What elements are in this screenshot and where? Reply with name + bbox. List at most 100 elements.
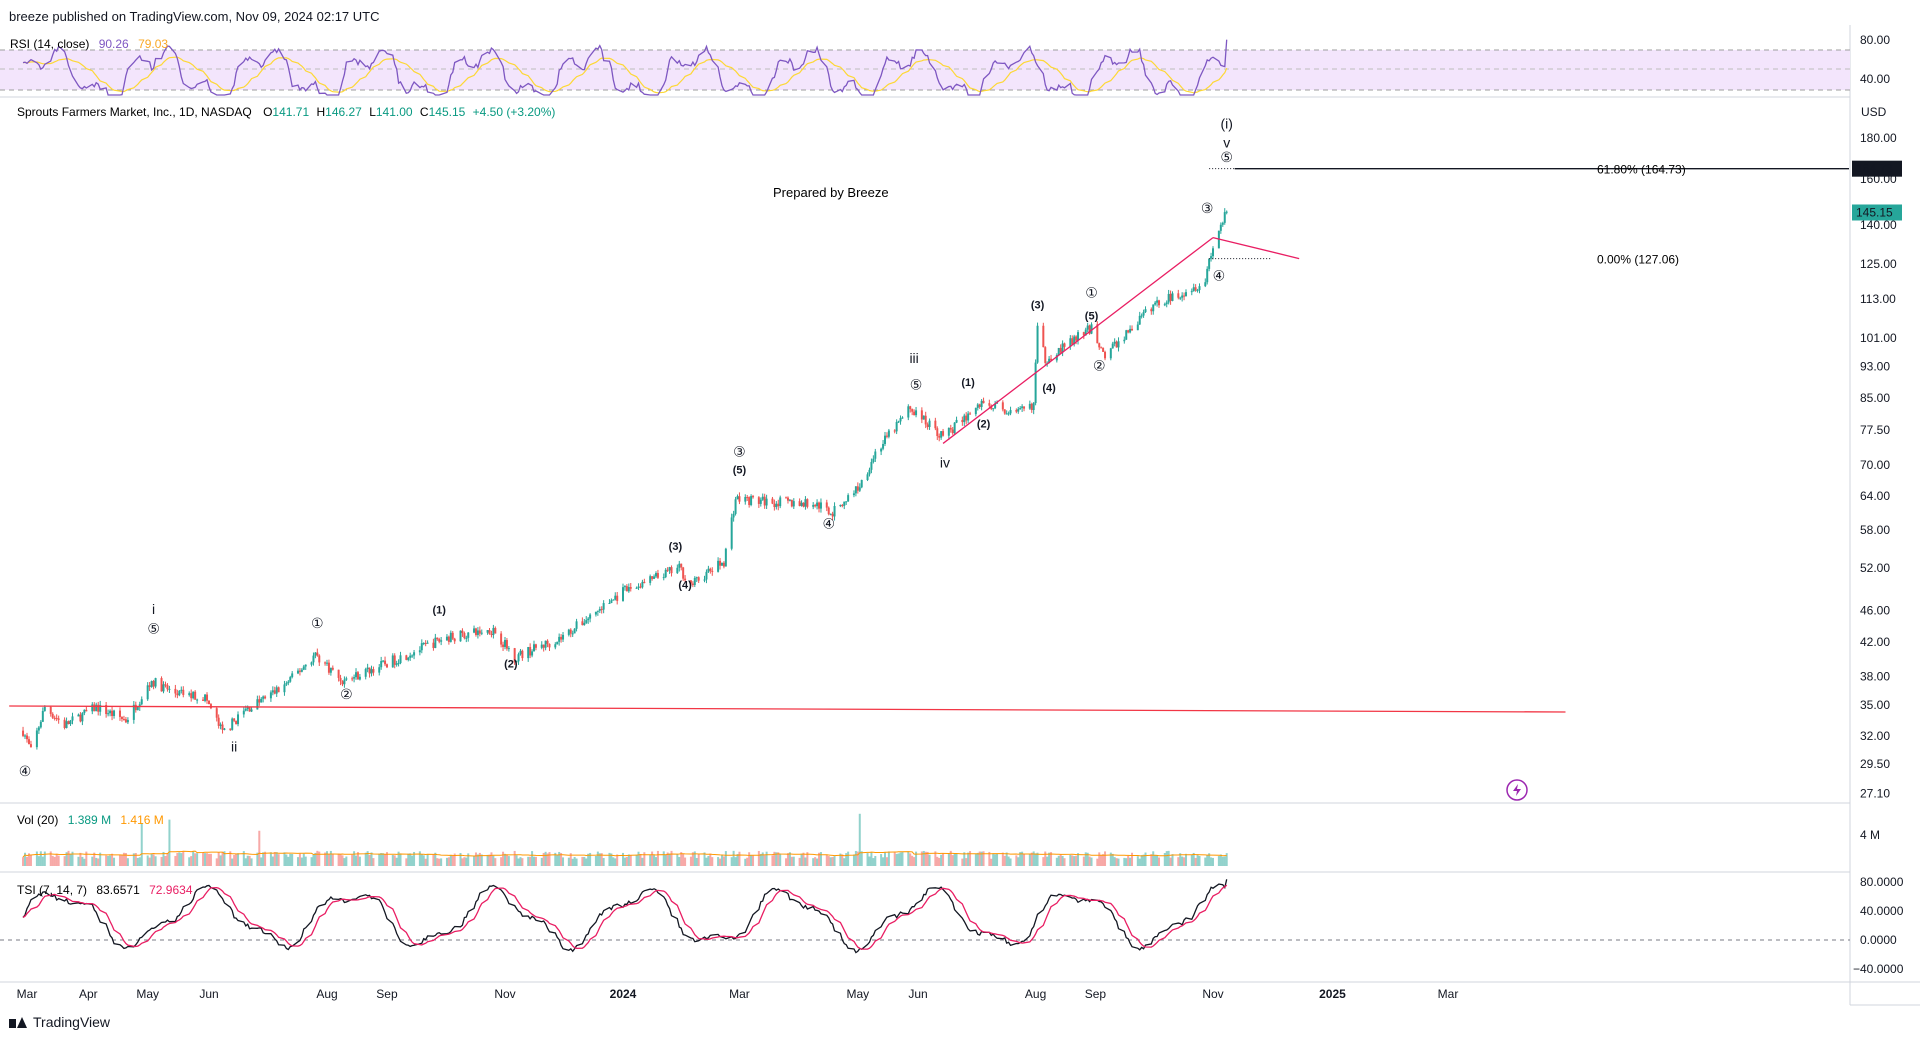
volume-bar bbox=[353, 851, 356, 866]
candle-body bbox=[689, 580, 692, 584]
time-tick: Apr bbox=[79, 987, 98, 1001]
volume-bar bbox=[719, 858, 722, 866]
volume-bar bbox=[722, 856, 725, 866]
volume-bar bbox=[384, 854, 387, 866]
volume-bar bbox=[899, 852, 902, 866]
volume-bar bbox=[901, 852, 904, 866]
candle-body bbox=[411, 655, 414, 657]
price-axis[interactable]: 180.00160.00140.00125.00113.00101.0093.0… bbox=[1860, 131, 1897, 801]
candle-body bbox=[107, 713, 110, 715]
volume-bar bbox=[140, 823, 143, 866]
currency-label[interactable]: USD bbox=[1861, 105, 1887, 119]
candle-body bbox=[627, 587, 630, 592]
candle-body bbox=[608, 603, 611, 605]
volume-bar bbox=[1131, 852, 1134, 866]
candle-body bbox=[540, 644, 543, 648]
volume-bar bbox=[513, 850, 516, 866]
candle-body bbox=[732, 513, 735, 518]
volume-bar bbox=[573, 856, 576, 866]
volume-bar bbox=[298, 853, 301, 866]
tradingview-watermark[interactable]: TradingView bbox=[9, 1014, 110, 1030]
candle-body bbox=[625, 586, 628, 592]
volume-bar bbox=[831, 857, 834, 866]
candle-body bbox=[71, 716, 74, 721]
time-axis[interactable]: Mar Apr May Jun Aug Sep Nov 2024 Mar May Jun Aug Sep… bbox=[17, 987, 1459, 1001]
volume-bar bbox=[806, 852, 809, 866]
candle-body bbox=[922, 415, 925, 420]
volume-bar bbox=[378, 853, 381, 866]
volume-bar bbox=[936, 856, 939, 866]
candle-body bbox=[913, 411, 916, 416]
volume-bar bbox=[1034, 853, 1037, 866]
pane-borders bbox=[0, 25, 1920, 1006]
volume-bar bbox=[872, 858, 875, 866]
tsi-line bbox=[22, 879, 1228, 954]
volume-bar bbox=[1077, 853, 1080, 866]
price-tick: 32.00 bbox=[1860, 729, 1890, 743]
candle-body bbox=[1219, 224, 1222, 231]
candle-body bbox=[53, 717, 56, 719]
channel-lines[interactable] bbox=[942, 236, 1300, 444]
volume-bar bbox=[1115, 858, 1118, 866]
horizontal-trendline[interactable] bbox=[9, 705, 1566, 713]
volume-bar bbox=[792, 856, 795, 866]
channel-line[interactable] bbox=[942, 237, 1214, 444]
volume-bar bbox=[382, 853, 385, 866]
lightning-icon[interactable] bbox=[1506, 779, 1528, 801]
candle-body bbox=[1069, 338, 1072, 347]
candle-body bbox=[534, 644, 537, 648]
volume-bar bbox=[623, 857, 626, 866]
candle-body bbox=[920, 410, 923, 420]
publisher-header: breeze published on TradingView.com, Nov… bbox=[9, 9, 380, 24]
candle-body bbox=[380, 661, 383, 668]
volume-bar bbox=[610, 853, 613, 866]
wave-label: (3) bbox=[669, 541, 683, 553]
candle-body bbox=[1165, 302, 1168, 305]
volume-bar bbox=[331, 853, 334, 866]
candle-body bbox=[1109, 348, 1112, 359]
candle-body bbox=[790, 499, 793, 507]
volume-bar bbox=[440, 858, 443, 866]
volume-bar bbox=[208, 853, 210, 866]
candle-body bbox=[447, 636, 450, 642]
volume-bar bbox=[237, 853, 240, 866]
volume-bar bbox=[93, 852, 96, 866]
volume-bar bbox=[924, 851, 927, 866]
volume-bar bbox=[283, 852, 286, 866]
tsi-pane: TSI (7, 14, 7) 83.6571 72.9634 80.0000 4… bbox=[0, 875, 1904, 976]
volume-bar bbox=[146, 855, 149, 866]
volume-bar bbox=[358, 856, 361, 866]
candle-body bbox=[154, 678, 157, 687]
wave-label: (1) bbox=[432, 604, 446, 616]
candle-body bbox=[440, 640, 443, 642]
volume-bar bbox=[1167, 850, 1170, 866]
volume-bar bbox=[231, 858, 234, 866]
volume-bar bbox=[874, 855, 877, 866]
volume-bar bbox=[1206, 854, 1209, 866]
candle-body bbox=[1030, 403, 1033, 411]
fib-drawing[interactable]: 61.80% (164.73) 0.00% (127.06) bbox=[1209, 163, 1849, 267]
volume-bar bbox=[287, 856, 290, 866]
volume-bar bbox=[164, 856, 167, 866]
candle-body bbox=[122, 718, 125, 720]
volume-bar bbox=[868, 856, 871, 866]
candle-body bbox=[194, 691, 197, 700]
volume-bar bbox=[629, 855, 632, 866]
volume-bar bbox=[843, 858, 846, 866]
volume-bar bbox=[717, 857, 720, 866]
candle-body bbox=[502, 644, 505, 647]
price-tick: 70.00 bbox=[1860, 458, 1890, 472]
volume-bar bbox=[558, 851, 561, 866]
candle-body bbox=[176, 693, 179, 696]
volume-bar bbox=[507, 856, 510, 866]
candle-body bbox=[285, 683, 288, 685]
candle-body bbox=[542, 644, 545, 648]
volume-bar bbox=[1169, 857, 1172, 866]
volume-bar bbox=[262, 852, 265, 866]
channel-line[interactable] bbox=[1212, 236, 1300, 260]
volume-bar bbox=[777, 852, 780, 866]
volume-bar bbox=[521, 858, 524, 866]
volume-bar bbox=[596, 851, 599, 866]
candle-body bbox=[812, 504, 815, 507]
